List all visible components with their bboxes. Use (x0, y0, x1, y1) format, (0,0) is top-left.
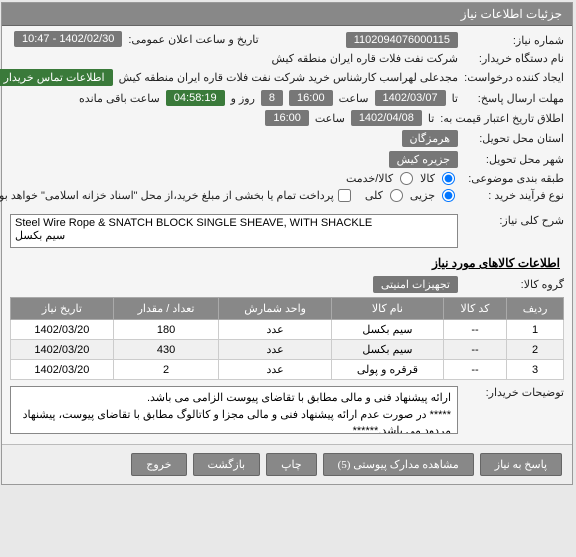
val-ostan: هرمزگان (403, 130, 460, 147)
radio-kala[interactable] (443, 172, 456, 185)
lbl-jozi: جزیی (411, 189, 436, 202)
lbl-niaz-no: شماره نیاز: (465, 34, 565, 47)
radio-farayand: جزیی کلی پرداخت تمام یا بخشی از مبلغ خری… (0, 189, 459, 202)
table-row: 1--سیم بکسلعدد1801402/03/20 (12, 320, 565, 340)
lbl-sharh: شرح کلی نیاز: (465, 214, 565, 227)
table-header: ردیف (508, 298, 565, 320)
lbl-ta1: تا (453, 92, 459, 105)
lbl-public-dt: تاریخ و ساعت اعلان عمومی: (129, 33, 259, 46)
contact-link[interactable]: اطلاعات تماس خریدار (0, 69, 114, 86)
val-group: تجهیزات امنیتی (374, 276, 459, 293)
pasokh-button[interactable]: پاسخ به نیاز (481, 453, 563, 476)
sharh-textarea[interactable] (11, 214, 459, 248)
khorooj-button[interactable]: خروج (132, 453, 187, 476)
table-header: تعداد / مقدار (114, 298, 219, 320)
val-dastgah: شرکت نفت فلات قاره ایران منطقه کیش (272, 52, 459, 65)
table-cell: 3 (508, 360, 565, 380)
notes-textarea[interactable] (11, 386, 459, 434)
val-niaz-no: 1102094076000115 (347, 32, 459, 48)
table-header: واحد شمارش (220, 298, 333, 320)
val-days-left: 8 (262, 90, 284, 106)
lbl-ostan: استان محل تحویل: (465, 132, 565, 145)
radio-koli[interactable] (391, 189, 404, 202)
table-cell: 1402/03/20 (12, 360, 115, 380)
chk-pardakht[interactable] (339, 189, 352, 202)
table-header: نام کالا (332, 298, 444, 320)
lbl-kala: کالا (421, 172, 436, 185)
table-cell: -- (444, 320, 507, 340)
val-ijad: مجدعلی لهراسب کارشناس خرید شرکت نفت فلات… (120, 71, 459, 84)
radio-khedmat[interactable] (401, 172, 414, 185)
lbl-saat1: ساعت (340, 92, 370, 105)
lbl-ta2: تا (429, 112, 435, 125)
table-cell: 1402/03/20 (12, 340, 115, 360)
lbl-group: گروه کالا: (465, 278, 565, 291)
chap-button[interactable]: چاپ (267, 453, 318, 476)
lbl-farayand: نوع فرآیند خرید : (465, 189, 565, 202)
button-bar: پاسخ به نیاز مشاهده مدارک پیوستی (5) چاپ… (3, 444, 573, 484)
radio-jozi[interactable] (443, 189, 456, 202)
table-cell: 1402/03/20 (12, 320, 115, 340)
goods-table: ردیفکد کالانام کالاواحد شمارشتعداد / مقد… (11, 297, 565, 380)
table-header: تاریخ نیاز (12, 298, 115, 320)
val-mohlat-time: 16:00 (290, 90, 334, 106)
madarek-button[interactable]: مشاهده مدارک پیوستی (5) (324, 453, 475, 476)
lbl-city: شهر محل تحویل: (465, 153, 565, 166)
lbl-baghi: ساعت باقی مانده (80, 92, 161, 105)
val-city: جزیره کیش (390, 151, 459, 168)
table-row: 2--سیم بکسلعدد4301402/03/20 (12, 340, 565, 360)
table-cell: سیم بکسل (332, 320, 444, 340)
panel-title: جزئیات اطلاعات نیاز (462, 7, 563, 21)
table-row: 3--قرقره و پولیعدد21402/03/20 (12, 360, 565, 380)
table-cell: قرقره و پولی (332, 360, 444, 380)
lbl-dastgah: نام دستگاه خریدار: (465, 52, 565, 65)
val-public-dt: 1402/02/30 - 10:47 (15, 31, 123, 47)
lbl-mohlat: مهلت ارسال پاسخ: (465, 92, 565, 105)
val-time-left: 04:58:19 (167, 90, 226, 106)
lbl-koli: کلی (366, 189, 384, 202)
lbl-rooz: روز و (232, 92, 256, 105)
table-cell: 1 (508, 320, 565, 340)
lbl-etbar: اطلاق تاریخ اعتبار قیمت به: (441, 112, 565, 125)
lbl-saat2: ساعت (316, 112, 346, 125)
table-cell: 430 (114, 340, 219, 360)
lbl-khedmat: کالا/خدمت (347, 172, 394, 185)
lbl-tabagheh: طبقه بندی موضوعی: (465, 172, 565, 185)
radio-tabagheh: کالا کالا/خدمت (347, 172, 459, 185)
table-cell: عدد (220, 320, 333, 340)
table-cell: 180 (114, 320, 219, 340)
bazgasht-button[interactable]: بازگشت (194, 453, 262, 476)
val-mohlat-date: 1402/03/07 (376, 90, 447, 106)
goods-section-title: اطلاعات کالاهای مورد نیاز (11, 256, 561, 270)
lbl-tozihat: توضیحات خریدار: (465, 386, 565, 399)
val-etbar-time: 16:00 (266, 110, 310, 126)
lbl-ijad: ایجاد کننده درخواست: (465, 71, 565, 84)
details-panel: جزئیات اطلاعات نیاز شماره نیاز: 11020940… (2, 2, 574, 485)
panel-header: جزئیات اطلاعات نیاز (3, 3, 573, 26)
table-cell: 2 (508, 340, 565, 360)
table-cell: عدد (220, 340, 333, 360)
table-cell: سیم بکسل (332, 340, 444, 360)
table-cell: عدد (220, 360, 333, 380)
table-cell: -- (444, 340, 507, 360)
form-body: شماره نیاز: 1102094076000115 نام دستگاه … (3, 26, 573, 444)
table-cell: 2 (114, 360, 219, 380)
table-header: کد کالا (444, 298, 507, 320)
val-etbar-date: 1402/04/08 (352, 110, 423, 126)
lbl-pardakht: پرداخت تمام یا بخشی از مبلغ خرید،از محل … (0, 189, 335, 202)
table-cell: -- (444, 360, 507, 380)
